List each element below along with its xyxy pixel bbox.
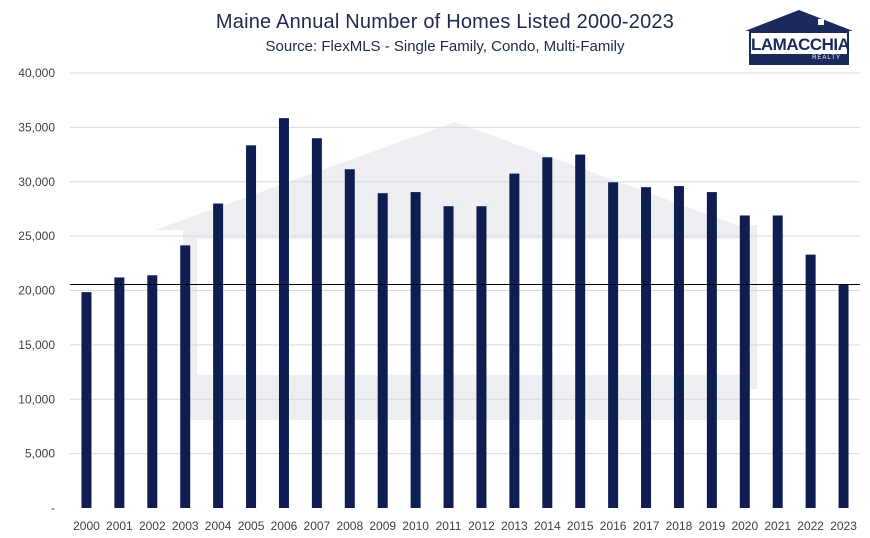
bar [410,192,421,509]
bar [805,254,816,508]
x-tick-label: 2021 [764,519,791,533]
x-tick-label: 2003 [172,519,199,533]
x-axis-ticks: 2000 2001 2002 2003 2004 2005 2006 2007 2008 2009… [73,519,857,533]
bar [476,206,487,508]
x-tick-label: 2019 [699,519,726,533]
x-tick-label: 2005 [238,519,265,533]
brand-logo: LAMACCHIA REALTY [745,9,853,67]
x-tick-label: 2000 [73,519,100,533]
x-tick-label: 2002 [139,519,166,533]
bar [81,292,92,508]
bar [344,169,355,508]
y-tick-label: 30,000 [18,175,55,189]
gridlines [70,72,860,455]
bar [706,192,717,509]
y-tick-label: 35,000 [18,120,55,134]
x-tick-label: 2014 [534,519,561,533]
bar [213,203,224,508]
y-tick-label: 5,000 [25,447,55,461]
y-tick-label: - [51,501,55,515]
x-tick-label: 2020 [731,519,758,533]
house-roof-icon [745,10,853,31]
x-tick-label: 2004 [205,519,232,533]
bar [772,215,783,508]
y-tick-label: 20,000 [18,284,55,298]
chart-title: Maine Annual Number of Homes Listed 2000… [215,11,675,33]
bar [180,245,191,508]
bar [739,215,750,508]
bar [608,182,619,508]
bar [114,277,125,508]
x-tick-label: 2023 [830,519,857,533]
x-tick-label: 2012 [468,519,495,533]
bar [838,284,849,508]
bar [377,193,388,508]
bar [278,118,289,508]
x-tick-label: 2022 [797,519,824,533]
x-tick-label: 2017 [633,519,660,533]
x-tick-label: 2015 [567,519,594,533]
chart-subtitle: Source: FlexMLS - Single Family, Condo, … [265,38,625,55]
y-tick-label: 15,000 [18,338,55,352]
bar [246,145,257,508]
x-tick-label: 2001 [106,519,133,533]
bar [311,138,322,508]
bar [641,187,652,508]
bars [81,118,849,509]
y-axis-ticks: - 5,000 10,000 15,000 20,000 25,000 30,000 35,0… [18,66,55,515]
bar [542,157,553,508]
x-tick-label: 2007 [304,519,331,533]
x-tick-label: 2018 [666,519,693,533]
y-tick-label: 40,000 [18,66,55,80]
y-tick-label: 10,000 [18,392,55,406]
logo-subtitle: REALTY [751,54,847,63]
x-tick-label: 2010 [402,519,429,533]
x-tick-label: 2011 [436,519,462,533]
bar [575,154,586,508]
x-tick-label: 2009 [369,519,396,533]
logo-name: LAMACCHIA [751,35,850,54]
bar [443,206,454,508]
bar [147,275,158,508]
x-tick-label: 2016 [600,519,627,533]
x-tick-label: 2006 [271,519,298,533]
bar [509,173,520,508]
logo-wordmark: LAMACCHIA REALTY [749,31,850,65]
x-tick-label: 2013 [501,519,528,533]
y-tick-label: 25,000 [18,229,55,243]
bar [673,186,684,508]
x-tick-label: 2008 [336,519,363,533]
